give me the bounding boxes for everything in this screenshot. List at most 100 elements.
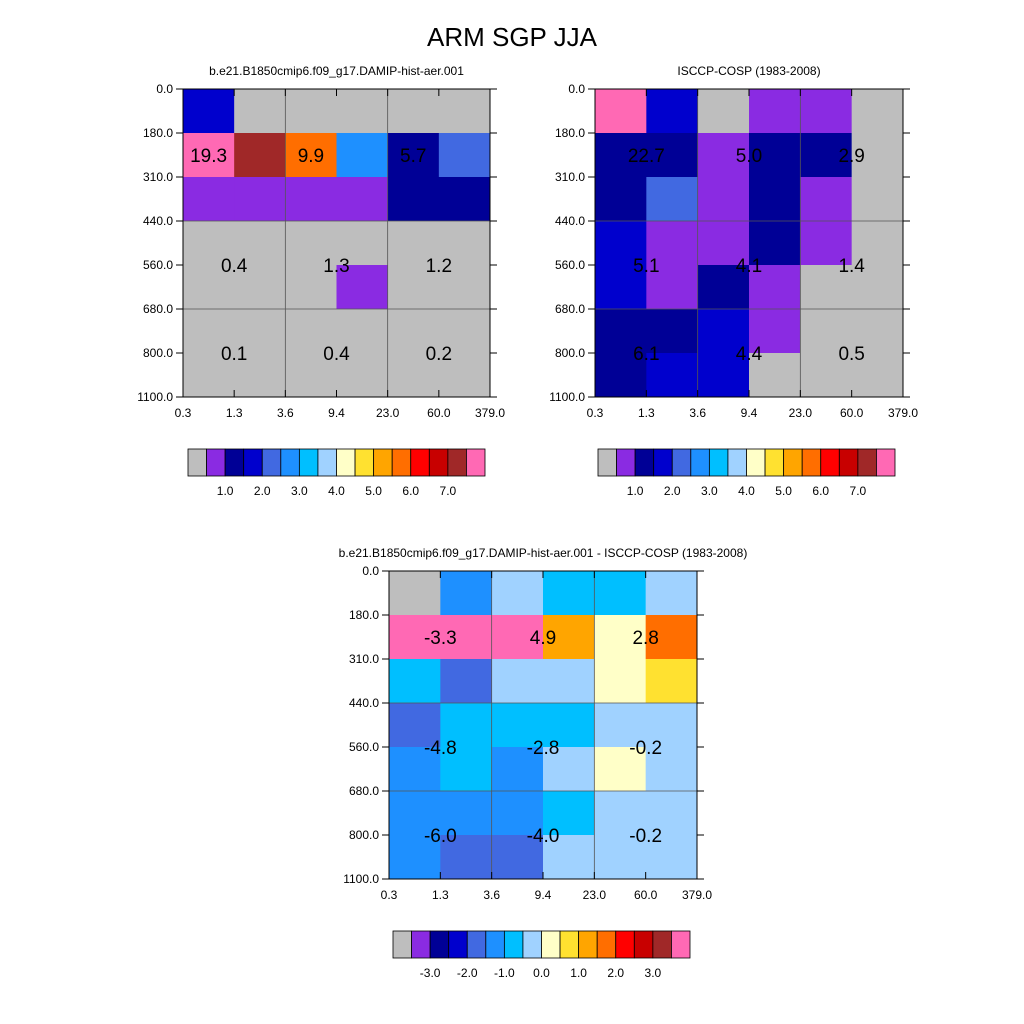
- colorbar-swatch: [503, 930, 524, 959]
- colorbar-swatch: [373, 448, 393, 477]
- colorbar-swatch: [708, 448, 729, 477]
- heatmap-cell: [491, 747, 544, 792]
- colorbar-swatch: [280, 448, 300, 477]
- cell-value-label: -2.8: [527, 738, 560, 759]
- colorbar-label: 7.0: [440, 484, 457, 498]
- heatmap-cell: [543, 835, 595, 880]
- colorbar-swatch: [634, 448, 655, 477]
- heatmap-cell: [440, 791, 493, 836]
- colorbar-label: 4.0: [328, 484, 345, 498]
- heatmap-cell: [595, 309, 647, 354]
- heatmap-cell: [183, 177, 235, 222]
- heatmap-cell: [336, 221, 389, 266]
- heatmap-cell: [697, 133, 750, 178]
- colorbar-swatch: [243, 448, 263, 477]
- colorbar-swatch: [652, 930, 672, 959]
- heatmap-cell: [183, 309, 235, 354]
- x-tick-label: 379.0: [888, 406, 918, 420]
- cell-value-label: 0.4: [221, 256, 248, 277]
- panel-observations: 0.3 1.3 3.6 9.4 23.0 60.0 379.0 0.0 180.0 310.0 44…: [549, 64, 918, 498]
- heatmap-cell: [594, 747, 647, 792]
- heatmap-cell: [285, 89, 337, 134]
- x-tick-label: 379.0: [682, 888, 712, 902]
- x-tick-label: 9.4: [741, 406, 758, 420]
- heatmap-cell: [183, 89, 235, 134]
- heatmap-cell: [389, 659, 441, 704]
- heatmap-cell: [234, 177, 286, 222]
- heatmap-cell: [438, 353, 491, 398]
- cell-value-label: -6.0: [424, 826, 457, 847]
- x-tick-label: 9.4: [535, 888, 552, 902]
- heatmap-cell: [440, 703, 493, 748]
- x-tick-label: 60.0: [840, 406, 864, 420]
- colorbar-swatch: [428, 448, 449, 477]
- colorbar-swatch: [541, 930, 561, 959]
- heatmap-cell: [387, 221, 440, 266]
- cell-value-label: 1.3: [323, 256, 349, 277]
- y-tick-label: 0.0: [568, 82, 585, 96]
- y-tick-label: 560.0: [349, 740, 379, 754]
- heatmap-cell: [646, 221, 699, 266]
- heatmap-cell: [645, 835, 698, 880]
- heatmap-cell: [595, 177, 647, 222]
- colorbar-label: 1.0: [570, 966, 587, 980]
- panel-title: b.e21.B1850cmip6.f09_g17.DAMIP-hist-aer.…: [339, 546, 748, 560]
- cell-value-label: 0.2: [426, 344, 452, 365]
- heatmap-cell: [595, 353, 647, 398]
- heatmap-cell: [645, 571, 698, 616]
- colorbar-swatch: [876, 448, 896, 477]
- x-tick-label: 1.3: [226, 406, 243, 420]
- colorbar-swatch: [317, 448, 337, 477]
- cell-value-label: 0.4: [323, 344, 350, 365]
- heatmap-cell: [646, 309, 699, 354]
- heatmap-cell: [387, 353, 440, 398]
- colorbar-swatch: [224, 448, 245, 477]
- colorbar-label: -1.0: [494, 966, 515, 980]
- colorbar-swatch: [783, 448, 803, 477]
- colorbar-swatch: [578, 930, 598, 959]
- heatmap-cell: [491, 659, 544, 704]
- heatmap-cell: [543, 747, 595, 792]
- heatmap-cell: [440, 747, 493, 792]
- heatmap-cell: [183, 221, 235, 266]
- heatmap-cell: [491, 571, 544, 616]
- colorbar-label: 2.0: [254, 484, 271, 498]
- y-tick-label: 560.0: [555, 258, 585, 272]
- y-tick-label: 440.0: [143, 214, 173, 228]
- y-tick-label: 680.0: [349, 784, 379, 798]
- heatmap-cell: [183, 265, 235, 310]
- colorbar-swatch: [206, 448, 226, 477]
- heatmap-cell: [697, 309, 750, 354]
- cell-value-label: -4.8: [424, 738, 457, 759]
- y-tick-label: 180.0: [555, 126, 585, 140]
- panel-title: ISCCP-COSP (1983-2008): [677, 64, 820, 78]
- colorbar-swatch: [411, 930, 431, 959]
- cell-value-label: 19.3: [190, 146, 227, 167]
- heatmap-cell: [389, 571, 441, 616]
- cell-value-label: 9.9: [298, 146, 324, 167]
- heatmap-cell: [440, 835, 493, 880]
- heatmap-cell: [800, 177, 853, 222]
- y-tick-label: 800.0: [143, 346, 173, 360]
- heatmap-cell: [491, 703, 544, 748]
- colorbar-label: 1.0: [627, 484, 644, 498]
- colorbar-swatch: [448, 930, 468, 959]
- heatmap-cell: [440, 659, 493, 704]
- y-tick-label: 310.0: [349, 652, 379, 666]
- heatmap-cell: [851, 309, 904, 354]
- x-tick-label: 60.0: [634, 888, 658, 902]
- heatmap-cell: [336, 177, 389, 222]
- colorbar-label: -2.0: [457, 966, 478, 980]
- colorbar-label: 0.0: [533, 966, 550, 980]
- heatmap-cell: [595, 133, 647, 178]
- colorbar-swatch: [727, 448, 747, 477]
- heatmap-cell: [389, 703, 441, 748]
- y-tick-label: 680.0: [555, 302, 585, 316]
- heatmap-cell: [749, 133, 801, 178]
- colorbar-swatch: [671, 448, 692, 477]
- heatmap-cell: [800, 221, 853, 266]
- colorbar-swatch: [261, 448, 282, 477]
- heatmap-cell: [234, 133, 286, 178]
- heatmap-cell: [389, 791, 441, 836]
- heatmap-cell: [336, 309, 389, 354]
